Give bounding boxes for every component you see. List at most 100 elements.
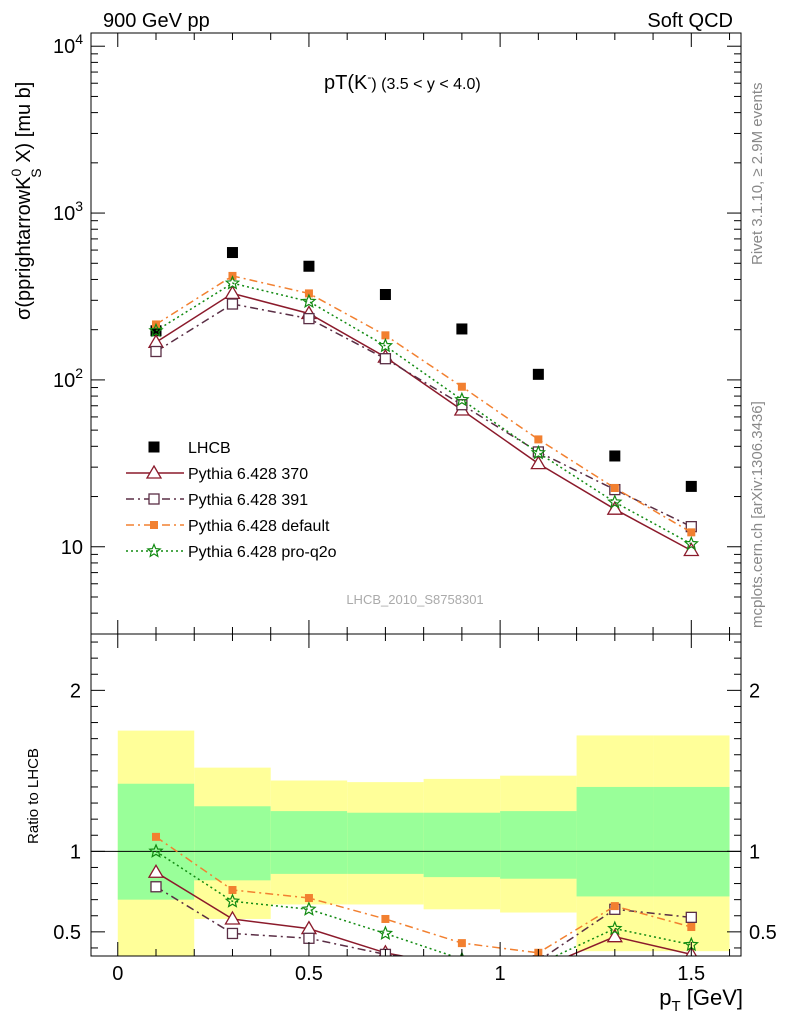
ratio-line-pythia-6-428-391 [155, 886, 692, 956]
x-tick-label: 1.5 [677, 963, 705, 985]
ratio-point-pythia-6-428-391 [150, 881, 162, 893]
uncertainty-band-stat [117, 783, 195, 900]
series-line-pythia-6-428-370 [155, 292, 692, 552]
ratio-series-layer [147, 832, 700, 974]
legend-label: Pythia 6.428 default [188, 518, 330, 535]
legend-marker [148, 441, 160, 453]
x-tick-label: 0.5 [295, 963, 323, 985]
ratio-point-pythia-6-428-default [457, 939, 466, 948]
legend-item-pythia-6-428-pro-q2o: Pythia 6.428 pro-q2o [126, 542, 337, 561]
data-point-pythia-6-428-default [610, 483, 619, 492]
x-axis-label: pT [GeV] [659, 985, 743, 1015]
legend-marker [146, 542, 162, 558]
ratio-y-tick-label-right: 0.5 [749, 922, 777, 944]
uncertainty-band-stat [423, 812, 501, 878]
ratio-series-pythia-6-428-pro-q2o [148, 843, 700, 956]
tick-exp: 4 [75, 31, 83, 47]
ratio-point-pythia-6-428-default [610, 902, 619, 911]
data-point-pythia-6-428-391 [226, 298, 239, 310]
legend-marker [148, 493, 160, 505]
ratio-y-tick-label-right: 2 [749, 680, 760, 702]
ratio-point-pythia-6-428-pro-q2o [607, 920, 623, 936]
ratio-point-pythia-6-428-pro-q2o [301, 901, 317, 916]
analysis-watermark: LHCB_2010_S8758301 [346, 592, 483, 607]
data-point-pythia-6-428-pro-q2o [454, 391, 470, 407]
y-tick-label: 104 [53, 31, 83, 58]
data-point-pythia-6-428-default [534, 435, 543, 444]
series-pythia-6-428-pro-q2o [148, 275, 699, 551]
legend-marker [150, 521, 158, 529]
legend-item-pythia-6-428-default: Pythia 6.428 default [126, 518, 330, 535]
data-point-pythia-6-428-default [381, 331, 390, 340]
chart-title: pT(K-) (3.5 < y < 4.0) [324, 70, 481, 94]
ratio-point-pythia-6-428-370 [531, 962, 545, 974]
ratio-frame [90, 633, 742, 957]
data-point-pythia-6-428-pro-q2o [148, 322, 164, 338]
main-y-label: σ(pprightarrowK0 S X) [mu b] [8, 82, 44, 320]
tick-base: 10 [53, 370, 75, 392]
uncertainty-band-stat [194, 806, 271, 881]
y-tick-label: 103 [53, 198, 83, 225]
data-point-pythia-6-428-370 [224, 285, 241, 300]
ratio-point-pythia-6-428-default [304, 894, 313, 903]
uncertainty-band-stat [347, 812, 424, 874]
legend-item-pythia-6-428-370: Pythia 6.428 370 [126, 464, 308, 483]
data-point-pythia-6-428-370 [606, 500, 623, 515]
ratio-point-pythia-6-428-391 [457, 957, 467, 967]
uncertainty-band-stat [576, 786, 654, 897]
ratio-point-pythia-6-428-pro-q2o [224, 893, 241, 908]
data-point-pythia-6-428-391 [379, 353, 392, 365]
legend-label: Pythia 6.428 391 [188, 492, 308, 509]
ratio-point-pythia-6-428-pro-q2o [377, 925, 394, 940]
source-label: mcplots.cern.ch [arXiv:1306.3436] [749, 401, 766, 628]
ratio-point-pythia-6-428-pro-q2o [148, 843, 164, 858]
ratio-point-pythia-6-428-pro-q2o [538, 955, 539, 956]
series-pythia-6-428-391 [150, 298, 697, 533]
ratio-point-pythia-6-428-370 [455, 960, 469, 972]
header-left: 900 GeV pp [103, 10, 210, 32]
tick-base: 10 [53, 203, 75, 225]
ratio-y-tick-label-right: 1 [749, 841, 760, 863]
ratio-point-pythia-6-428-391 [226, 927, 239, 940]
data-point-lhcb [303, 260, 315, 272]
series-line-pythia-6-428-391 [155, 303, 692, 528]
uncertainty-band-stat [653, 786, 730, 897]
ratio-line-pythia-6-428-370 [155, 871, 692, 956]
data-point-lhcb [456, 323, 468, 335]
legend-label: Pythia 6.428 370 [188, 466, 308, 483]
data-point-pythia-6-428-pro-q2o [607, 494, 623, 509]
ratio-line-pythia-6-428-default [155, 836, 692, 954]
series-line-pythia-6-428-default [155, 275, 692, 533]
legend-label: Pythia 6.428 pro-q2o [188, 544, 337, 561]
uncertainty-band-stat [500, 811, 577, 879]
data-point-lhcb [532, 368, 544, 380]
ratio-point-pythia-6-428-391 [685, 911, 697, 924]
data-point-pythia-6-428-370 [530, 455, 547, 470]
ratio-plot-area [91, 730, 741, 956]
data-point-pythia-6-428-391 [303, 312, 315, 325]
data-point-pythia-6-428-pro-q2o [530, 444, 547, 460]
legend-marker [145, 464, 163, 479]
data-point-pythia-6-428-default [457, 382, 466, 391]
data-point-pythia-6-428-pro-q2o [301, 293, 317, 309]
main-series-layer [147, 247, 700, 557]
ratio-ticks: 0.5 0.5 1 1 2 2 0 0.5 1 1.5 [53, 634, 777, 985]
data-point-pythia-6-428-370 [683, 542, 700, 557]
uncertainty-band-stat [270, 811, 348, 874]
ratio-y-tick-label: 0.5 [53, 922, 81, 944]
data-point-pythia-6-428-default [687, 528, 696, 537]
data-point-pythia-6-428-pro-q2o [683, 535, 699, 551]
ratio-point-pythia-6-428-391 [532, 955, 545, 956]
data-point-pythia-6-428-pro-q2o [224, 275, 241, 290]
ratio-y-tick-label: 2 [70, 680, 81, 702]
ratio-line-pythia-6-428-pro-q2o [155, 850, 692, 956]
rivet-label: Rivet 3.1.10, ≥ 2.9M events [749, 83, 766, 266]
ratio-point-pythia-6-428-391 [303, 932, 315, 944]
x-tick-label: 0 [112, 963, 123, 985]
ratio-point-pythia-6-428-default [228, 885, 237, 894]
legend-label: LHCB [188, 440, 231, 457]
ratio-point-pythia-6-428-370 [224, 910, 241, 925]
